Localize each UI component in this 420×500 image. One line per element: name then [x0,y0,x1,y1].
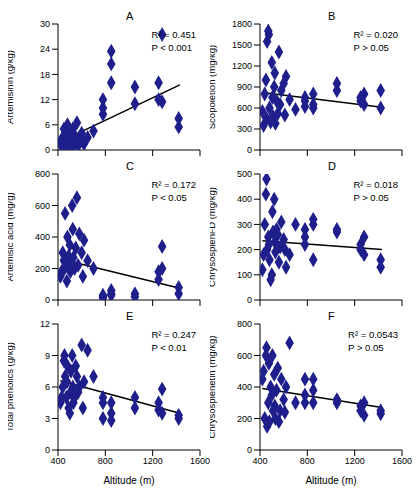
html-text:R² = 0.020: R² = 0.020 [353,29,398,40]
html-text:R² = 0.172: R² = 0.172 [151,179,196,190]
svg-text:Chrysosplenl-D (mg/kg): Chrysosplenl-D (mg/kg) [210,187,217,287]
svg-text:200: 200 [35,264,50,274]
svg-text:Artemisic acid (mg/g): Artemisic acid (mg/g) [8,192,15,281]
svg-text:600: 600 [237,351,252,361]
svg-text:300: 300 [237,124,252,134]
svg-text:200: 200 [237,414,252,424]
svg-text:Chrysosplenetin (mg/kg): Chrysosplenetin (mg/kg) [210,336,217,439]
svg-text:800: 800 [98,456,113,466]
svg-text:400: 400 [50,456,65,466]
svg-text:0: 0 [45,145,50,155]
html-text:P < 0.01: P < 0.01 [151,342,187,353]
svg-text:1600: 1600 [190,456,210,466]
html-text:E: E [126,310,134,322]
svg-text:9: 9 [45,351,50,361]
svg-text:100: 100 [237,270,252,280]
svg-text:0: 0 [247,295,252,305]
html-text:P > 0.05: P > 0.05 [353,192,389,203]
svg-text:Total phenolics (g/kg): Total phenolics (g/kg) [8,342,15,432]
svg-text:Scopoletion (mg/kg): Scopoletion (mg/kg) [210,45,217,129]
html-text:B: B [328,10,336,22]
svg-text:0: 0 [247,445,252,455]
svg-text:400: 400 [35,232,50,242]
svg-text:400: 400 [252,456,267,466]
html-text:P < 0.001: P < 0.001 [151,42,193,53]
svg-text:3: 3 [45,414,50,424]
html-text:R² = 0.018: R² = 0.018 [353,179,398,190]
svg-text:1200: 1200 [345,456,365,466]
svg-text:1200: 1200 [232,61,252,71]
svg-text:0: 0 [247,145,252,155]
svg-text:1200: 1200 [143,456,163,466]
svg-text:12: 12 [40,95,50,105]
svg-text:6: 6 [45,120,50,130]
html-text:F: F [328,310,335,322]
svg-text:300: 300 [237,220,252,230]
html-text:A: A [126,10,134,22]
svg-text:Artemisinin (g/kg): Artemisinin (g/kg) [8,50,15,124]
svg-text:500: 500 [237,169,252,179]
svg-text:12: 12 [40,319,50,329]
html-text:C: C [126,160,134,172]
svg-text:200: 200 [237,245,252,255]
svg-text:800: 800 [35,169,50,179]
html-text:P > 0.05: P > 0.05 [348,342,384,353]
html-text:R² = 0.0543: R² = 0.0543 [348,329,398,340]
svg-text:0: 0 [45,445,50,455]
html-text:R² = 0.247: R² = 0.247 [151,329,196,340]
svg-text:900: 900 [237,82,252,92]
svg-text:30: 30 [40,19,50,29]
svg-text:400: 400 [237,194,252,204]
svg-text:Altitude (m): Altitude (m) [305,475,356,486]
svg-text:24: 24 [40,44,50,54]
svg-text:1600: 1600 [392,456,412,466]
svg-text:Altitude (m): Altitude (m) [103,475,154,486]
svg-text:1800: 1800 [232,19,252,29]
svg-text:6: 6 [45,382,50,392]
html-text:P > 0.05: P > 0.05 [353,42,389,53]
html-text:R² = 0.451: R² = 0.451 [151,29,196,40]
svg-text:800: 800 [237,319,252,329]
svg-text:0: 0 [45,295,50,305]
svg-text:400: 400 [237,382,252,392]
html-text:D: D [328,160,336,172]
svg-text:600: 600 [237,103,252,113]
svg-text:600: 600 [35,201,50,211]
svg-text:18: 18 [40,70,50,80]
svg-text:800: 800 [300,456,315,466]
svg-text:1500: 1500 [232,40,252,50]
html-text:P < 0.05: P < 0.05 [151,192,187,203]
